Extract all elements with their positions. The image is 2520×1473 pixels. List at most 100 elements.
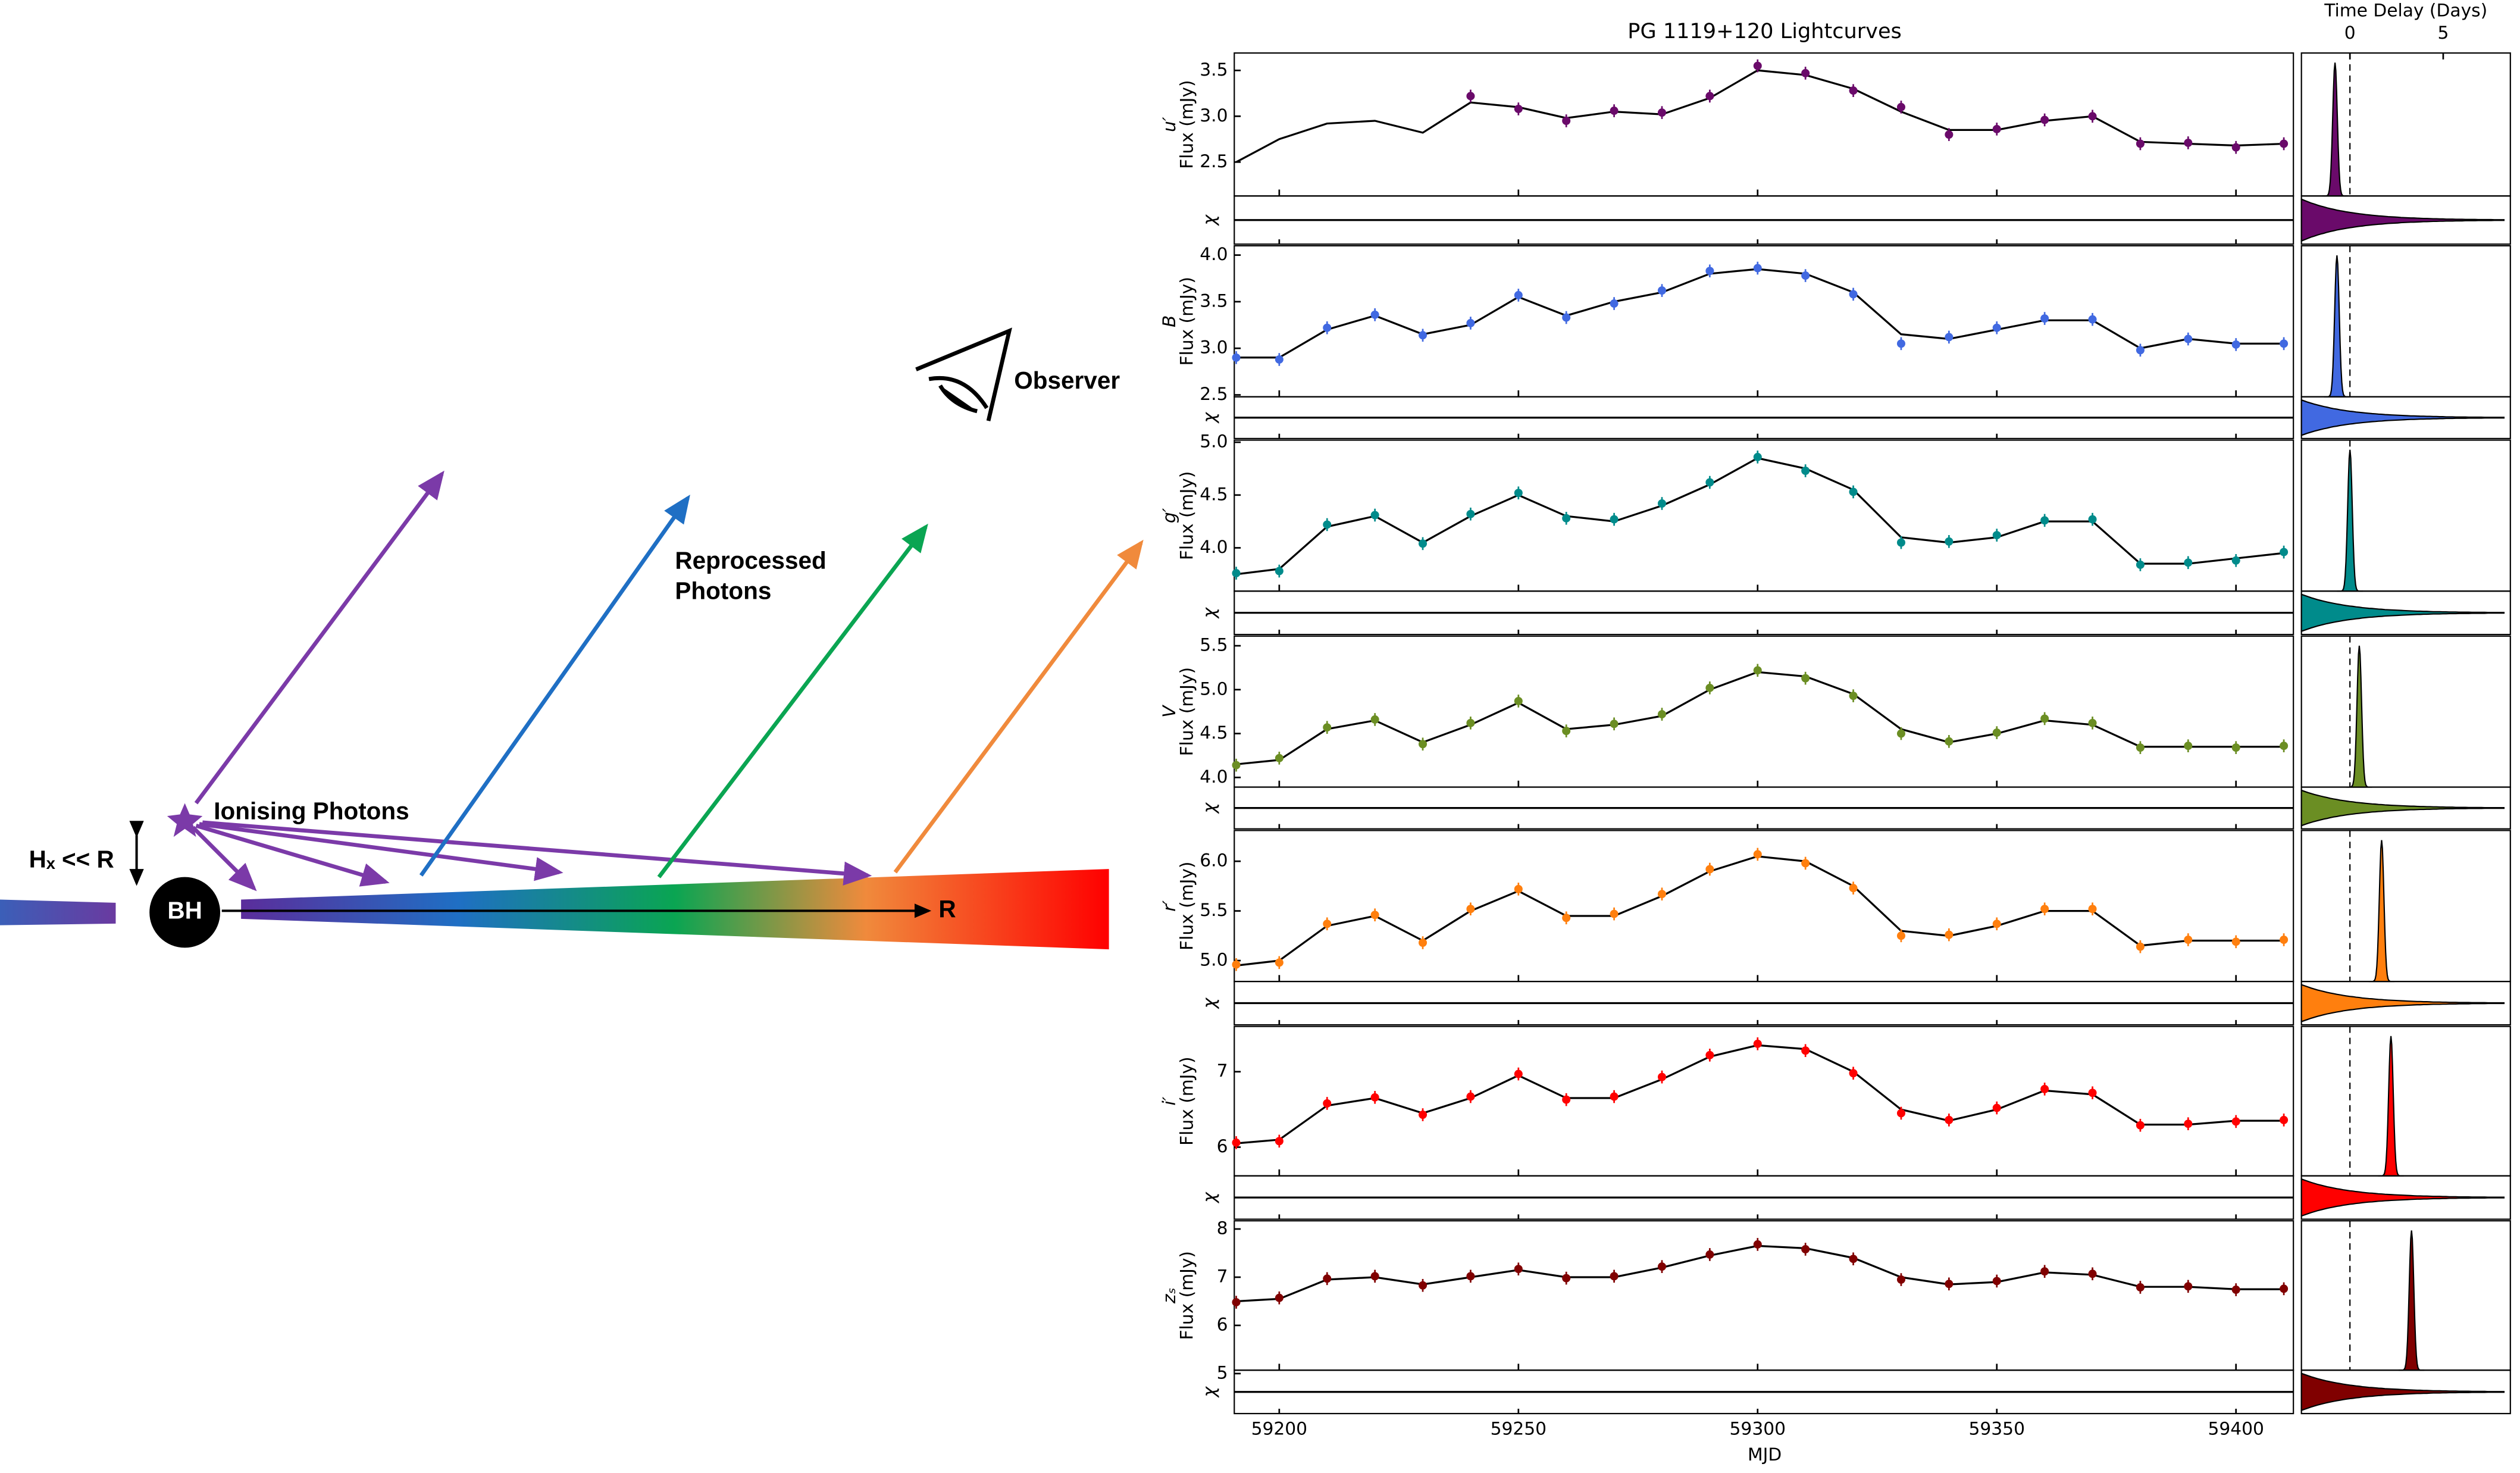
observation	[1562, 116, 1571, 126]
observation	[1753, 1039, 1762, 1048]
residual-distribution	[2300, 1178, 2505, 1217]
flux-panel	[1234, 1220, 2294, 1371]
observation	[1801, 271, 1810, 280]
ionising-label: Ionising Photons	[214, 797, 409, 824]
observation	[1945, 130, 1954, 139]
observation	[1610, 107, 1619, 115]
model-line	[1236, 457, 2284, 576]
observation	[1419, 331, 1428, 340]
observation	[1896, 339, 1905, 348]
diagram: BH R Hₓ << R Ionising Photons Reprocesse…	[0, 327, 1144, 950]
delay-panel	[2300, 1220, 2511, 1371]
reprocessed-arrow	[657, 523, 928, 878]
y-tick-label: 7	[1217, 1266, 1228, 1287]
height-label: Hₓ << R	[29, 845, 114, 872]
observation	[2088, 112, 2097, 121]
observation	[1849, 692, 1858, 700]
observation	[1419, 1281, 1428, 1290]
delay-tick-label: 0	[2344, 23, 2356, 43]
observation	[2184, 742, 2193, 750]
observation	[1992, 323, 2001, 332]
delay-tick-label: 5	[2437, 23, 2449, 43]
observation	[2040, 314, 2049, 323]
y-tick-label: 6	[1217, 1314, 1228, 1335]
observation	[2231, 1286, 2240, 1294]
observation	[2136, 139, 2145, 148]
observation	[1562, 914, 1571, 922]
residual-distribution	[2300, 1372, 2505, 1412]
observation	[1370, 911, 1379, 920]
y-tick-label: 5.0	[1200, 950, 1228, 971]
observation	[2184, 558, 2193, 567]
observation	[2088, 515, 2097, 524]
reprocessed-label: Photons	[675, 577, 771, 605]
reprocessed-arrow	[419, 495, 690, 877]
observation	[2231, 743, 2240, 752]
observation	[1849, 884, 1858, 893]
observation	[1562, 1095, 1571, 1104]
band-label: i′	[1159, 1096, 1180, 1105]
observation	[1466, 1092, 1475, 1101]
band-label: r′	[1159, 900, 1180, 912]
observation	[1275, 1137, 1284, 1146]
observation	[1275, 1293, 1284, 1302]
observation	[2040, 516, 2049, 525]
residual-distribution	[2300, 399, 2505, 436]
observation	[2088, 718, 2097, 727]
observation	[2280, 742, 2289, 750]
observation	[2184, 138, 2193, 147]
observation	[1370, 511, 1379, 520]
x-tick-label: 59300	[1730, 1419, 1786, 1440]
delay-axis-label: Time Delay (Days)	[2324, 0, 2487, 21]
observation	[2040, 714, 2049, 723]
y-tick-label: 6.0	[1200, 850, 1228, 871]
observation	[1232, 353, 1241, 362]
observation	[1849, 487, 1858, 496]
observation	[2231, 1117, 2240, 1126]
flux-label: Flux (mJy)	[1176, 277, 1197, 366]
observation	[1370, 715, 1379, 724]
observation	[1896, 538, 1905, 547]
observation	[1466, 718, 1475, 727]
observation	[2231, 937, 2240, 946]
observation	[1896, 729, 1905, 738]
delay-distribution	[2378, 1036, 2404, 1177]
observation	[1562, 1274, 1571, 1283]
observation	[1610, 720, 1619, 728]
residual-distribution	[2300, 789, 2505, 827]
flux-panel	[1234, 830, 2294, 983]
observation	[1849, 86, 1858, 95]
observation	[1419, 539, 1428, 548]
observation	[2231, 556, 2240, 565]
observation	[1323, 520, 1332, 529]
delay-panel	[2300, 1025, 2511, 1177]
observation	[2136, 560, 2145, 569]
observation	[1514, 290, 1523, 299]
x-tick-label: 59250	[1491, 1419, 1547, 1440]
observation	[1275, 753, 1284, 762]
observation	[1610, 299, 1619, 308]
observation	[1705, 865, 1714, 874]
flux-panel	[1234, 245, 2294, 398]
y-tick-label: 4.0	[1200, 244, 1228, 265]
observation	[1945, 537, 1954, 546]
observation	[1992, 1103, 2001, 1112]
observation	[1896, 102, 1905, 111]
observation	[2136, 346, 2145, 355]
observation	[1992, 1277, 2001, 1286]
observation	[1657, 890, 1667, 899]
y-tick-label: 7	[1217, 1061, 1228, 1081]
chart-title: PG 1119+120 Lightcurves	[1627, 19, 1902, 43]
observation	[2088, 1089, 2097, 1097]
observation	[1753, 666, 1762, 675]
band-label: g′	[1159, 508, 1180, 523]
disc	[241, 869, 1109, 950]
x-tick-label: 59400	[2208, 1419, 2264, 1440]
observation	[2136, 743, 2145, 752]
model-line	[1236, 1244, 2284, 1303]
delay-distribution	[2399, 1230, 2425, 1371]
observation	[1232, 761, 1241, 770]
observation	[1945, 930, 1954, 939]
x-tick-label: 59200	[1251, 1419, 1307, 1440]
observation	[1849, 290, 1858, 299]
